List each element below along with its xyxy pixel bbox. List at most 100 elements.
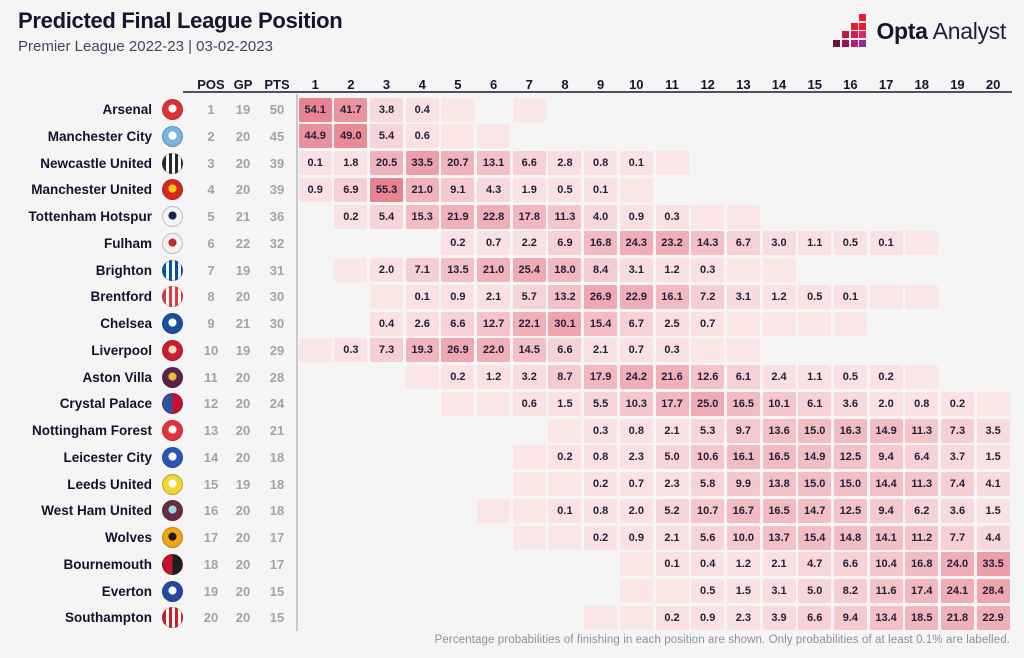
cell-brentford-pos7: 5.7 <box>512 284 546 309</box>
gp-value-leicester-city: 20 <box>235 449 251 465</box>
cell-brighton-pos2 <box>334 258 368 282</box>
pts-value-tottenham-hotspur: 36 <box>269 209 285 224</box>
cell-southampton-pos20: 22.9 <box>976 605 1010 630</box>
cell-bournemouth-pos12: 0.4 <box>691 552 725 577</box>
cell-leicester-city-pos19: 3.7 <box>940 445 974 470</box>
cell-crystal-palace-pos9: 5.5 <box>584 391 618 416</box>
cell-brighton-pos8: 18.0 <box>548 258 582 282</box>
cell-west-ham-united-pos6 <box>477 498 511 523</box>
cell-nottingham-forest-pos18: 11.3 <box>905 418 939 443</box>
team-name-fulham: Fulham <box>103 235 152 251</box>
pts-value-aston-villa: 28 <box>269 369 285 385</box>
pos-value-tottenham-hotspur: 5 <box>207 209 215 224</box>
pts-value-brighton: 31 <box>269 262 285 278</box>
team-badge-leicester-city-icon <box>162 446 183 468</box>
pos-value-brighton: 7 <box>207 262 215 278</box>
column-header-position-15: 15 <box>807 77 822 92</box>
cell-brentford-pos9: 26.9 <box>584 284 618 309</box>
cell-liverpool-pos5: 26.9 <box>441 338 475 363</box>
cell-southampton-pos18: 18.5 <box>905 605 939 630</box>
cell-bournemouth-pos10 <box>619 552 653 577</box>
gp-value-newcastle-united: 20 <box>235 155 251 171</box>
cell-fulham-pos11: 23.2 <box>655 231 689 256</box>
cell-fulham-pos14: 3.0 <box>762 231 796 256</box>
cell-west-ham-united-pos18: 6.2 <box>905 498 939 523</box>
cell-manchester-united-pos2: 6.9 <box>334 177 368 202</box>
cell-tottenham-hotspur-pos8: 11.3 <box>548 204 582 229</box>
cell-wolves-pos12: 5.6 <box>691 525 725 550</box>
cell-arsenal-pos3: 3.8 <box>370 97 404 122</box>
cell-newcastle-united-pos9: 0.8 <box>584 151 618 175</box>
cell-southampton-pos15: 6.6 <box>798 605 832 630</box>
cell-brentford-pos3 <box>370 284 404 309</box>
pos-value-nottingham-forest: 13 <box>203 423 219 438</box>
cell-aston-villa-pos4 <box>405 365 439 389</box>
cell-everton-pos15: 5.0 <box>798 579 832 603</box>
cell-brentford-pos8: 13.2 <box>548 284 582 309</box>
cell-manchester-city-pos2: 49.0 <box>334 124 368 149</box>
pts-value-manchester-city: 45 <box>269 128 285 144</box>
opta-mark-pixel <box>850 22 858 30</box>
cell-newcastle-united-pos1: 0.1 <box>298 151 332 175</box>
pts-value-chelsea: 30 <box>269 316 285 331</box>
team-name-crystal-palace: Crystal Palace <box>59 396 152 412</box>
pos-value-aston-villa: 11 <box>204 369 218 385</box>
cell-bournemouth-pos11: 0.1 <box>655 552 689 577</box>
cell-brentford-pos14: 1.2 <box>762 284 796 309</box>
cell-southampton-pos9 <box>584 605 618 630</box>
gp-value-chelsea: 21 <box>235 316 251 331</box>
cell-manchester-united-pos5: 9.1 <box>441 177 475 202</box>
cell-brentford-pos10: 22.9 <box>619 284 653 309</box>
cell-wolves-pos16: 14.8 <box>833 525 867 550</box>
cell-wolves-pos9: 0.2 <box>584 525 618 550</box>
pos-value-manchester-united: 4 <box>207 182 215 198</box>
cell-manchester-united-pos7: 1.9 <box>512 177 546 202</box>
team-badge-southampton-icon <box>162 607 183 629</box>
cell-brighton-pos14 <box>762 258 796 282</box>
pos-value-leicester-city: 14 <box>203 449 219 465</box>
gp-value-nottingham-forest: 20 <box>235 423 251 438</box>
page-title: Predicted Final League Position <box>18 8 343 33</box>
column-header-position-13: 13 <box>736 77 751 92</box>
cell-nottingham-forest-pos10: 0.8 <box>619 418 653 443</box>
gp-value-arsenal: 19 <box>235 102 251 117</box>
cell-leicester-city-pos15: 14.9 <box>798 445 832 470</box>
cell-crystal-palace-pos15: 6.1 <box>798 391 832 416</box>
team-name-brentford: Brentford <box>90 289 153 305</box>
team-name-aston-villa: Aston Villa <box>82 369 152 385</box>
cell-liverpool-pos2: 0.3 <box>334 338 368 363</box>
cell-newcastle-united-pos5: 20.7 <box>441 151 475 175</box>
opta-mark-pixel <box>859 39 867 47</box>
cell-southampton-pos14: 3.9 <box>762 605 796 630</box>
cell-newcastle-united-pos8: 2.8 <box>548 151 582 175</box>
matrix-divider <box>296 94 298 631</box>
cell-bournemouth-pos18: 16.8 <box>905 552 939 577</box>
opta-mark-pixel <box>850 31 858 39</box>
cell-manchester-united-pos8: 0.5 <box>548 177 582 202</box>
pos-value-brentford: 8 <box>207 289 215 305</box>
opta-mark-pixel <box>859 31 867 39</box>
cell-nottingham-forest-pos20: 3.5 <box>976 418 1010 443</box>
cell-everton-pos18: 17.4 <box>905 579 939 603</box>
cell-brentford-pos18 <box>905 284 939 309</box>
pos-value-leeds-united: 15 <box>203 476 219 492</box>
column-header-position-20: 20 <box>985 77 1001 92</box>
cell-wolves-pos10: 0.9 <box>619 525 653 550</box>
cell-bournemouth-pos20: 33.5 <box>976 552 1010 577</box>
cell-leicester-city-pos13: 16.1 <box>726 445 760 470</box>
team-badge-liverpool-icon <box>162 339 183 361</box>
cell-crystal-palace-pos7: 0.6 <box>512 391 546 416</box>
column-header-position-6: 6 <box>489 77 498 92</box>
cell-newcastle-united-pos6: 13.1 <box>477 151 511 175</box>
cell-tottenham-hotspur-pos4: 15.3 <box>405 204 439 229</box>
cell-west-ham-united-pos7 <box>512 498 546 523</box>
cell-west-ham-united-pos11: 5.2 <box>655 498 689 523</box>
header-divider <box>183 91 1012 93</box>
column-header-pts: PTS <box>264 77 290 92</box>
pts-value-everton: 15 <box>269 583 285 599</box>
team-name-newcastle-united: Newcastle United <box>40 155 152 171</box>
cell-leicester-city-pos18: 6.4 <box>905 445 939 470</box>
cell-tottenham-hotspur-pos10: 0.9 <box>619 204 653 229</box>
cell-liverpool-pos10: 0.7 <box>619 338 653 363</box>
